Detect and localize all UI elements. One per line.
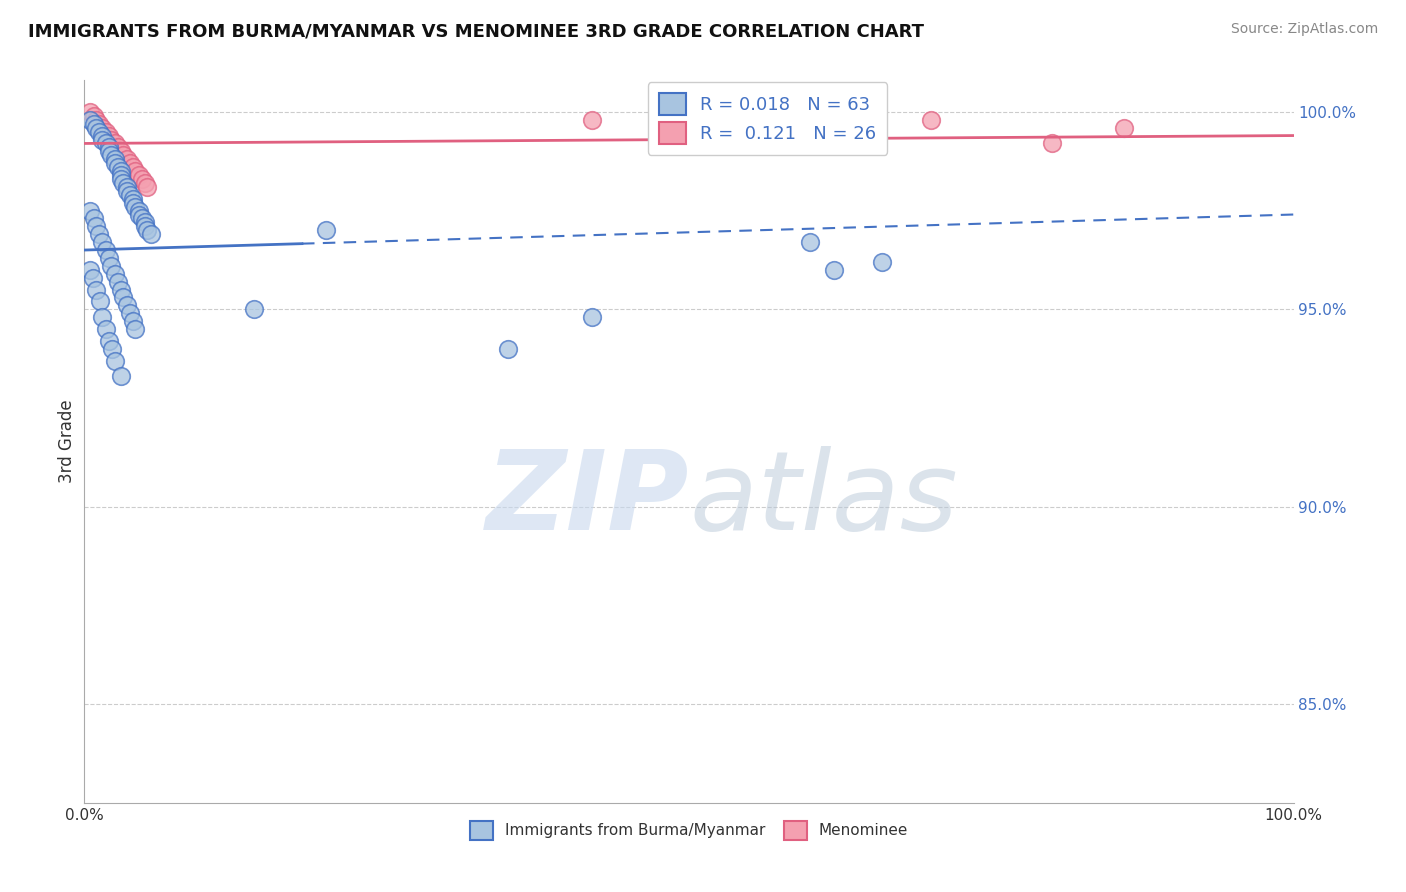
Point <box>83 117 105 131</box>
Point <box>315 223 337 237</box>
Point <box>112 148 135 162</box>
Point <box>112 176 135 190</box>
Point <box>86 112 108 127</box>
Point <box>872 255 894 269</box>
Point <box>104 267 127 281</box>
Point <box>115 153 138 167</box>
Point <box>104 353 127 368</box>
Point <box>115 180 138 194</box>
Point <box>79 104 101 119</box>
Point <box>496 342 519 356</box>
Point <box>79 262 101 277</box>
Point <box>79 203 101 218</box>
Legend: Immigrants from Burma/Myanmar, Menominee: Immigrants from Burma/Myanmar, Menominee <box>464 815 914 846</box>
Point <box>846 132 869 146</box>
Point <box>110 172 132 186</box>
Text: ZIP: ZIP <box>485 446 689 553</box>
Point <box>115 184 138 198</box>
Point <box>91 120 114 135</box>
Point <box>128 207 150 221</box>
Y-axis label: 3rd Grade: 3rd Grade <box>58 400 76 483</box>
Point <box>86 283 108 297</box>
Point <box>136 223 159 237</box>
Point <box>104 156 127 170</box>
Point <box>131 211 153 226</box>
Point <box>94 243 117 257</box>
Point <box>823 262 845 277</box>
Point <box>87 117 110 131</box>
Point <box>100 148 122 162</box>
Point <box>91 235 114 249</box>
Point <box>115 298 138 312</box>
Point <box>107 275 129 289</box>
Point <box>94 125 117 139</box>
Point <box>110 369 132 384</box>
Text: IMMIGRANTS FROM BURMA/MYANMAR VS MENOMINEE 3RD GRADE CORRELATION CHART: IMMIGRANTS FROM BURMA/MYANMAR VS MENOMIN… <box>28 22 924 40</box>
Point <box>110 164 132 178</box>
Point <box>97 140 120 154</box>
Point <box>91 132 114 146</box>
Point <box>86 120 108 135</box>
Point <box>128 203 150 218</box>
Point <box>107 160 129 174</box>
Point <box>104 153 127 167</box>
Point <box>120 187 142 202</box>
Point <box>124 322 146 336</box>
Point <box>121 192 143 206</box>
Point <box>83 211 105 226</box>
Point <box>94 136 117 151</box>
Point <box>1040 136 1063 151</box>
Point <box>134 215 156 229</box>
Point <box>124 200 146 214</box>
Point <box>87 227 110 242</box>
Point <box>110 145 132 159</box>
Point <box>134 219 156 234</box>
Point <box>110 283 132 297</box>
Point <box>112 290 135 304</box>
Point <box>131 172 153 186</box>
Point <box>97 128 120 143</box>
Point <box>100 132 122 146</box>
Point <box>139 227 162 242</box>
Point <box>97 251 120 265</box>
Point <box>100 259 122 273</box>
Text: atlas: atlas <box>689 446 957 553</box>
Point <box>920 112 942 127</box>
Text: Source: ZipAtlas.com: Source: ZipAtlas.com <box>1230 22 1378 37</box>
Point <box>101 342 124 356</box>
Point <box>110 168 132 182</box>
Point <box>121 195 143 210</box>
Point <box>1114 120 1136 135</box>
Point <box>581 310 603 325</box>
Point <box>97 145 120 159</box>
Point <box>121 314 143 328</box>
Point <box>82 270 104 285</box>
Point <box>136 180 159 194</box>
Point <box>89 294 111 309</box>
Point <box>128 168 150 182</box>
Point <box>120 156 142 170</box>
Point <box>799 235 821 249</box>
Point <box>134 176 156 190</box>
Point <box>124 164 146 178</box>
Point <box>120 306 142 320</box>
Point <box>121 160 143 174</box>
Point <box>581 112 603 127</box>
Point <box>87 125 110 139</box>
Point <box>242 302 264 317</box>
Point <box>83 109 105 123</box>
Point <box>94 322 117 336</box>
Point <box>91 310 114 325</box>
Point <box>97 334 120 348</box>
Point <box>86 219 108 234</box>
Point <box>738 128 761 143</box>
Point <box>79 112 101 127</box>
Point <box>91 128 114 143</box>
Point <box>104 136 127 151</box>
Point <box>107 140 129 154</box>
